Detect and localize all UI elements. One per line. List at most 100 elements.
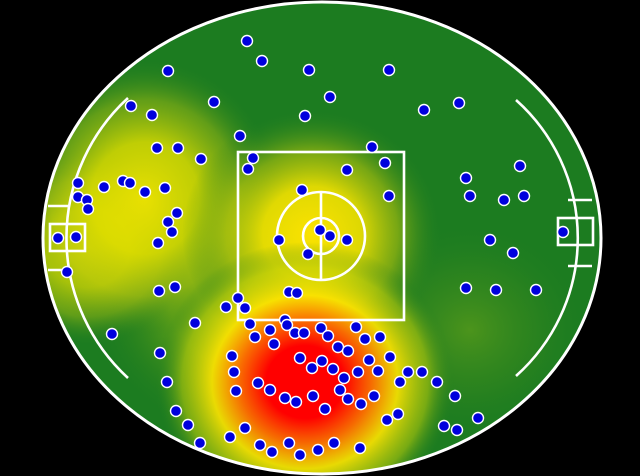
event-point[interactable]: [169, 404, 183, 418]
event-point[interactable]: [253, 438, 267, 452]
event-point[interactable]: [323, 229, 337, 243]
event-point[interactable]: [314, 321, 328, 335]
event-point[interactable]: [297, 326, 311, 340]
event-point[interactable]: [293, 351, 307, 365]
event-point[interactable]: [393, 375, 407, 389]
event-point[interactable]: [340, 163, 354, 177]
event-point[interactable]: [240, 34, 254, 48]
event-point[interactable]: [227, 365, 241, 379]
event-point[interactable]: [417, 103, 431, 117]
event-point[interactable]: [382, 189, 396, 203]
event-point[interactable]: [349, 320, 363, 334]
event-point[interactable]: [265, 445, 279, 459]
event-point[interactable]: [71, 176, 85, 190]
event-point[interactable]: [448, 389, 462, 403]
event-point[interactable]: [160, 375, 174, 389]
event-point[interactable]: [354, 397, 368, 411]
event-point[interactable]: [251, 376, 265, 390]
event-point[interactable]: [152, 284, 166, 298]
event-point[interactable]: [293, 448, 307, 462]
event-point[interactable]: [229, 384, 243, 398]
event-point[interactable]: [158, 181, 172, 195]
event-point[interactable]: [165, 225, 179, 239]
event-point[interactable]: [238, 301, 252, 315]
event-point[interactable]: [380, 413, 394, 427]
event-point[interactable]: [459, 171, 473, 185]
event-point[interactable]: [238, 421, 252, 435]
event-point[interactable]: [302, 63, 316, 77]
event-point[interactable]: [353, 441, 367, 455]
event-point[interactable]: [326, 362, 340, 376]
event-point[interactable]: [255, 54, 269, 68]
event-point[interactable]: [311, 443, 325, 457]
event-point[interactable]: [193, 436, 207, 450]
event-point[interactable]: [151, 236, 165, 250]
event-point[interactable]: [382, 63, 396, 77]
event-point[interactable]: [153, 346, 167, 360]
event-point[interactable]: [401, 365, 415, 379]
event-point[interactable]: [483, 233, 497, 247]
event-point[interactable]: [430, 375, 444, 389]
event-point[interactable]: [318, 402, 332, 416]
event-scatter-layer[interactable]: [51, 34, 570, 462]
event-point[interactable]: [225, 349, 239, 363]
event-point[interactable]: [365, 140, 379, 154]
event-point[interactable]: [337, 371, 351, 385]
event-point[interactable]: [295, 183, 309, 197]
event-point[interactable]: [450, 423, 464, 437]
event-point[interactable]: [219, 300, 233, 314]
event-point[interactable]: [278, 391, 292, 405]
event-point[interactable]: [263, 383, 277, 397]
event-point[interactable]: [69, 230, 83, 244]
event-point[interactable]: [290, 286, 304, 300]
event-point[interactable]: [341, 392, 355, 406]
event-point[interactable]: [246, 151, 260, 165]
event-point[interactable]: [243, 317, 257, 331]
event-point[interactable]: [471, 411, 485, 425]
event-point[interactable]: [170, 206, 184, 220]
event-point[interactable]: [373, 330, 387, 344]
event-point[interactable]: [123, 176, 137, 190]
event-point[interactable]: [362, 353, 376, 367]
event-point[interactable]: [391, 407, 405, 421]
event-point[interactable]: [263, 323, 277, 337]
event-point[interactable]: [145, 108, 159, 122]
event-point[interactable]: [506, 246, 520, 260]
event-point[interactable]: [188, 316, 202, 330]
event-point[interactable]: [97, 180, 111, 194]
event-point[interactable]: [301, 247, 315, 261]
event-point[interactable]: [351, 365, 365, 379]
event-point[interactable]: [306, 389, 320, 403]
event-point[interactable]: [315, 354, 329, 368]
event-point[interactable]: [81, 202, 95, 216]
event-point[interactable]: [161, 64, 175, 78]
event-point[interactable]: [321, 329, 335, 343]
event-point[interactable]: [463, 189, 477, 203]
event-point[interactable]: [497, 193, 511, 207]
event-point[interactable]: [194, 152, 208, 166]
event-point[interactable]: [241, 162, 255, 176]
event-point[interactable]: [272, 233, 286, 247]
event-point[interactable]: [327, 436, 341, 450]
event-point[interactable]: [358, 332, 372, 346]
event-point[interactable]: [378, 156, 392, 170]
event-point[interactable]: [367, 389, 381, 403]
event-point[interactable]: [340, 233, 354, 247]
event-point[interactable]: [280, 318, 294, 332]
event-point[interactable]: [323, 90, 337, 104]
event-point[interactable]: [341, 344, 355, 358]
event-point[interactable]: [171, 141, 185, 155]
event-point[interactable]: [489, 283, 503, 297]
event-point[interactable]: [459, 281, 473, 295]
event-point[interactable]: [371, 364, 385, 378]
event-point[interactable]: [313, 223, 327, 237]
event-point[interactable]: [124, 99, 138, 113]
event-point[interactable]: [282, 436, 296, 450]
event-point[interactable]: [181, 418, 195, 432]
event-point[interactable]: [60, 265, 74, 279]
event-point[interactable]: [517, 189, 531, 203]
event-point[interactable]: [248, 330, 262, 344]
event-point[interactable]: [168, 280, 182, 294]
event-point[interactable]: [298, 109, 312, 123]
event-point[interactable]: [529, 283, 543, 297]
